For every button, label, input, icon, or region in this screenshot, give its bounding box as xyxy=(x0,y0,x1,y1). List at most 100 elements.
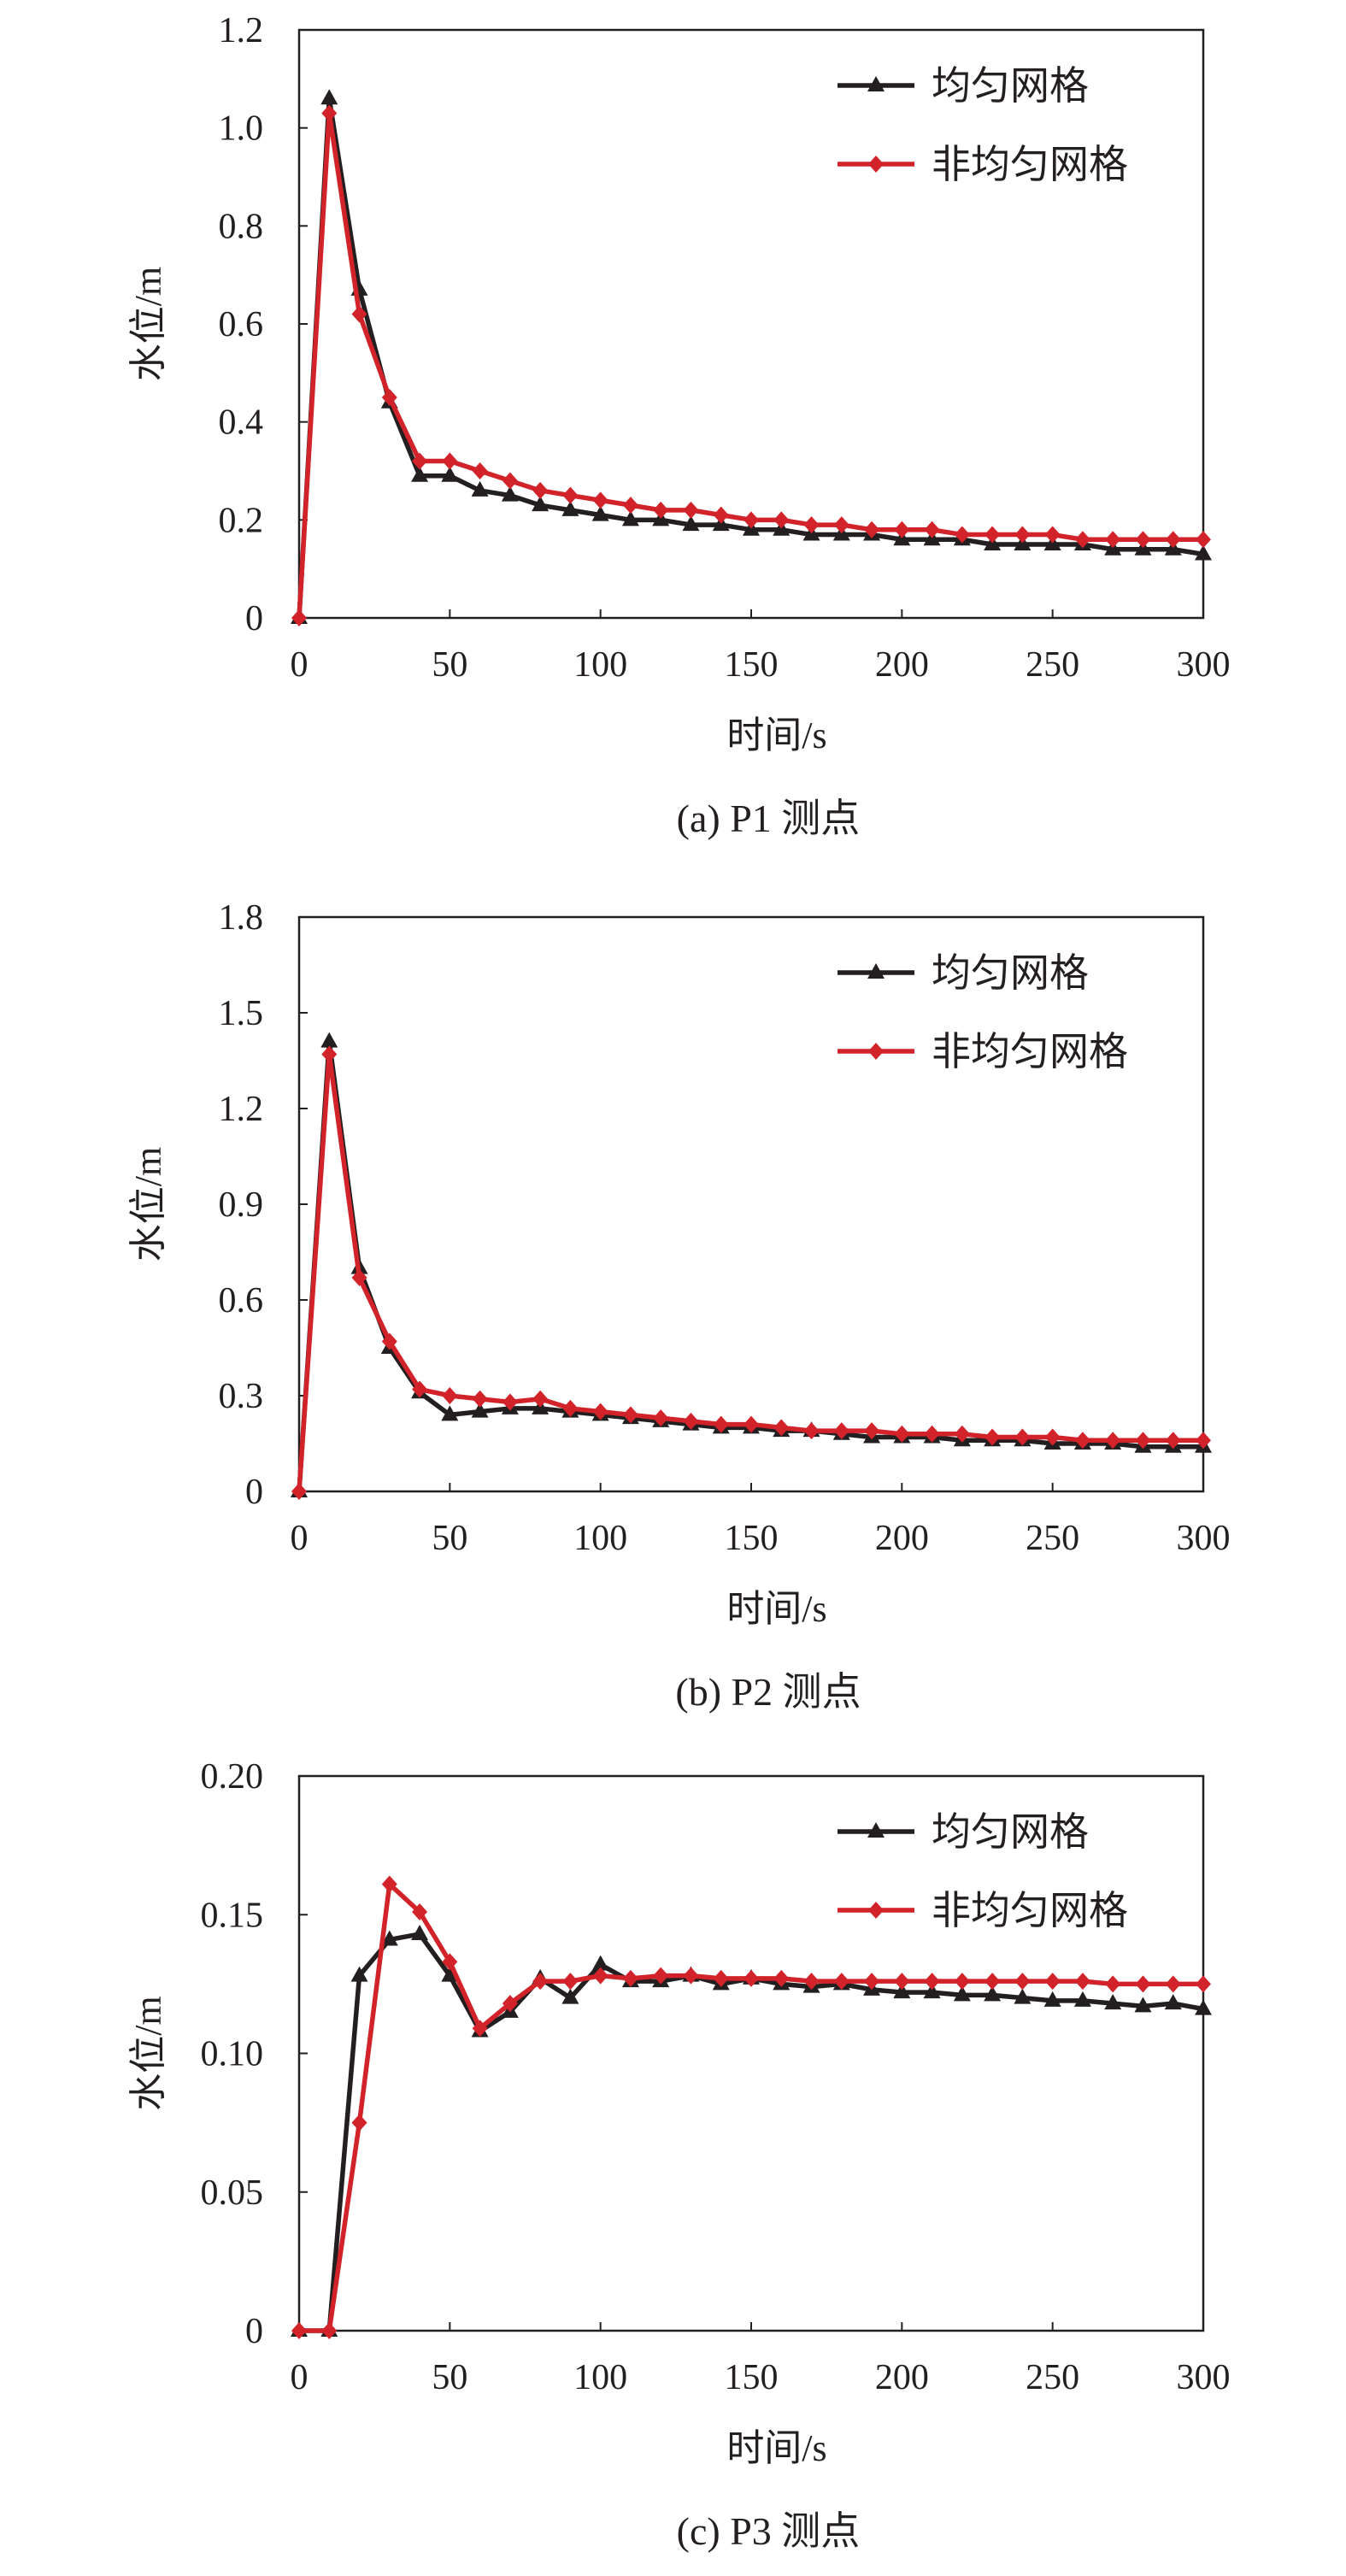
legend-label: 非均匀网格 xyxy=(932,1889,1128,1932)
diamond-point-marker xyxy=(562,486,579,504)
x-tick-label: 100 xyxy=(573,645,627,685)
triangle-point-marker xyxy=(1134,1997,1152,2013)
x-tick-label: 250 xyxy=(1026,2358,1079,2397)
triangle-point-marker xyxy=(320,89,338,105)
plot-frame xyxy=(297,1774,1205,2332)
diamond-point-marker xyxy=(562,1399,579,1417)
y-tick-label: 0.9 xyxy=(219,1185,264,1225)
diamond-point-marker xyxy=(713,1415,729,1433)
diamond-point-marker xyxy=(773,1969,790,1987)
triangle-point-marker xyxy=(893,1983,911,1999)
diamond-point-marker xyxy=(381,389,397,406)
triangle-point-marker xyxy=(561,500,579,516)
diamond-point-marker xyxy=(924,1425,940,1443)
triangle-point-marker xyxy=(1014,1988,1032,2004)
y-tick-label: 1.8 xyxy=(219,898,264,938)
triangle-point-marker xyxy=(1195,544,1212,561)
diamond-point-marker xyxy=(713,1969,729,1987)
x-tick-label: 100 xyxy=(573,1519,627,1558)
y-tick-label: 0.8 xyxy=(219,207,264,246)
series-nonuniform xyxy=(291,104,1211,626)
diamond-point-marker xyxy=(683,1412,699,1430)
diamond-point-marker xyxy=(803,516,820,534)
y-tick-label: 1.2 xyxy=(219,1090,264,1129)
diamond-point-marker xyxy=(985,526,1001,544)
triangle-point-marker xyxy=(1073,1991,1091,2007)
triangle-point-marker xyxy=(471,1402,489,1418)
diamond-point-marker xyxy=(954,526,970,544)
x-axis-title: 时间/s xyxy=(726,2427,826,2469)
panel-caption: (c) P3 测点 xyxy=(677,2509,861,2553)
diamond-point-marker xyxy=(985,1428,1001,1446)
diamond-point-marker xyxy=(1074,1973,1090,1991)
legend-label: 非均匀网格 xyxy=(932,1030,1128,1073)
diamond-point-marker xyxy=(924,1973,940,1991)
diamond-point-marker xyxy=(381,1332,397,1350)
diamond-point-marker xyxy=(773,511,790,529)
chart-3: 0 50 100 150 200 250 300 0 0.05 0.10 0.15 0.20 时间/s 水… xyxy=(127,1757,1231,2553)
diamond-point-marker xyxy=(592,1403,608,1420)
diamond-point-marker xyxy=(291,2322,307,2339)
x-tick-label: 250 xyxy=(1026,645,1079,685)
triangle-point-marker xyxy=(591,1955,609,1971)
diamond-point-marker xyxy=(412,1903,428,1921)
diamond-point-marker xyxy=(1165,1975,1181,1993)
x-tick-label: 100 xyxy=(573,2358,627,2397)
legend-swatch-marker xyxy=(867,76,885,91)
diamond-point-marker xyxy=(954,1425,970,1443)
diamond-point-marker xyxy=(472,1390,488,1408)
legend-label: 非均匀网格 xyxy=(932,143,1128,186)
legend-label: 均匀网格 xyxy=(932,64,1089,108)
y-axis-title: 水位/m xyxy=(127,267,169,381)
diamond-point-marker xyxy=(683,1967,699,1985)
diamond-point-marker xyxy=(924,520,940,538)
diamond-point-marker xyxy=(291,609,307,626)
chart-1: 0 50 100 150 200 250 300 0 0.2 0.4 0.6 0.8 1.0 1.2 时间/… xyxy=(127,11,1231,840)
diamond-point-marker xyxy=(894,1425,910,1443)
diamond-point-marker xyxy=(1196,1975,1211,1993)
diamond-point-marker xyxy=(321,1045,338,1063)
x-tick-label: 300 xyxy=(1177,2358,1231,2397)
y-axis-title: 水位/m xyxy=(127,1996,169,2110)
diamond-point-marker xyxy=(744,1415,759,1433)
triangle-point-marker xyxy=(1104,1994,1122,2010)
diamond-point-marker xyxy=(592,1967,608,1985)
diamond-point-marker xyxy=(773,1419,790,1437)
x-axis-title: 时间/s xyxy=(726,1588,826,1630)
x-axis-title: 时间/s xyxy=(726,715,826,756)
legend-entry: 均匀网格 xyxy=(838,64,1089,108)
triangle-point-marker xyxy=(591,505,609,521)
triangle-point-marker xyxy=(923,1983,941,1999)
diamond-point-marker xyxy=(1196,1432,1211,1450)
legend-entry: 非均匀网格 xyxy=(838,1030,1128,1073)
legend-swatch-marker xyxy=(867,963,885,979)
x-tick-label: 200 xyxy=(875,645,929,685)
triangle-point-marker xyxy=(350,1966,368,1982)
triangle-point-marker xyxy=(1164,1994,1182,2010)
diamond-point-marker xyxy=(622,1406,638,1424)
triangle-point-marker xyxy=(320,1032,338,1048)
triangle-point-marker xyxy=(441,1405,459,1421)
diamond-point-marker xyxy=(592,491,608,509)
triangle-point-marker xyxy=(411,1924,429,1940)
legend-swatch-marker xyxy=(868,1902,884,1919)
y-tick-label: 0.6 xyxy=(219,1281,264,1320)
diamond-point-marker xyxy=(321,104,338,122)
x-tick-label: 50 xyxy=(432,645,467,685)
diamond-point-marker xyxy=(532,1973,549,1991)
diamond-point-marker xyxy=(472,2020,488,2038)
diamond-point-marker xyxy=(744,1969,759,1987)
y-tick-label: 0 xyxy=(245,599,263,638)
x-tick-label: 150 xyxy=(725,2358,779,2397)
diamond-point-marker xyxy=(1165,531,1181,549)
diamond-point-marker xyxy=(321,2322,338,2339)
diamond-point-marker xyxy=(653,1967,669,1985)
y-tick-label: 0 xyxy=(245,1473,263,1512)
triangle-point-marker xyxy=(532,496,550,512)
diamond-point-marker xyxy=(954,1973,970,1991)
diamond-point-marker xyxy=(1135,1975,1151,1993)
x-tick-label: 150 xyxy=(725,645,779,685)
triangle-point-marker xyxy=(501,485,519,502)
diamond-point-marker xyxy=(653,501,669,519)
